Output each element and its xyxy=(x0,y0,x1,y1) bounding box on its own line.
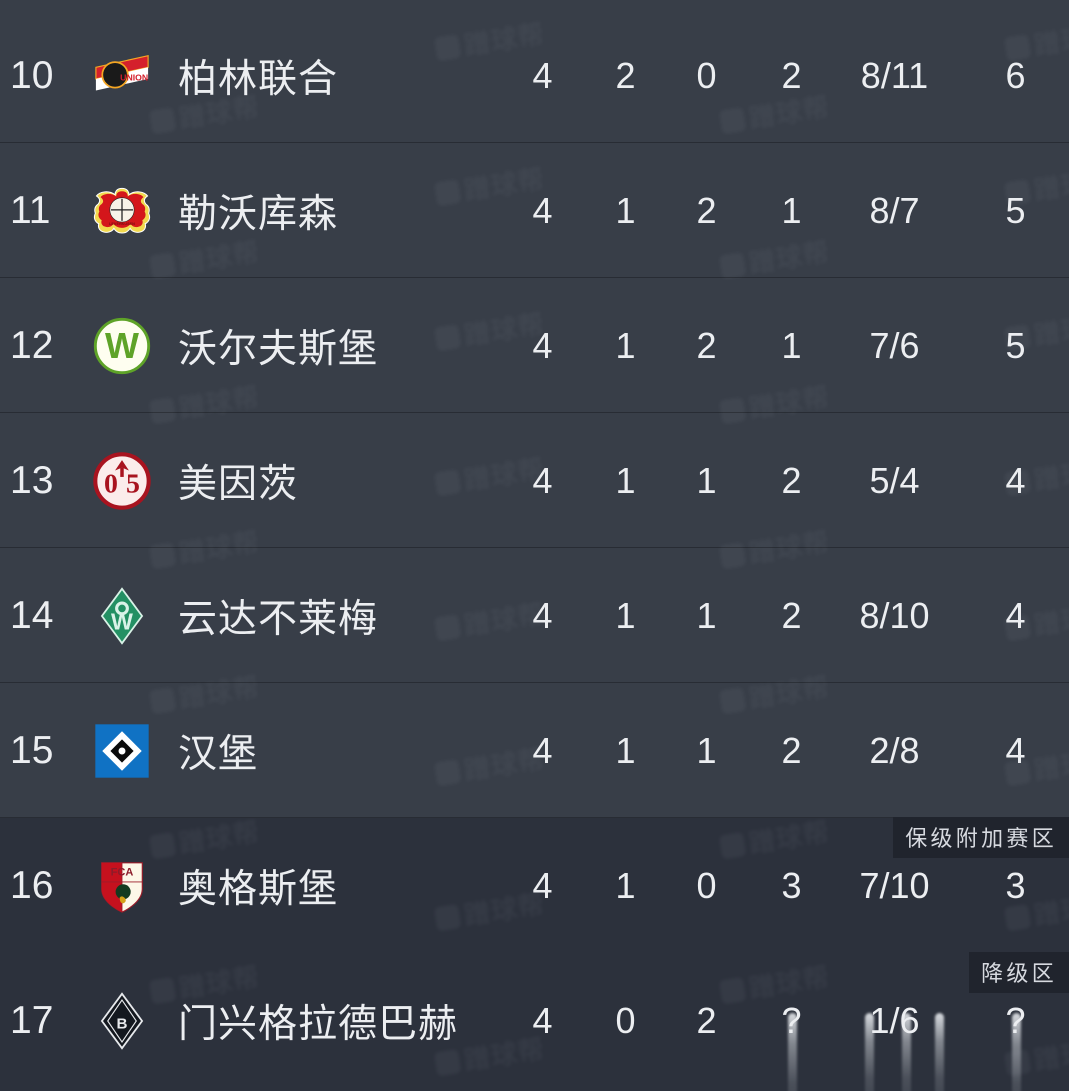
svg-text:W: W xyxy=(105,325,139,366)
svg-text:FCA: FCA xyxy=(111,866,134,878)
svg-text:UNION: UNION xyxy=(120,72,148,82)
svg-text:0: 0 xyxy=(104,468,118,499)
svg-text:LEVERKUSEN: LEVERKUSEN xyxy=(109,221,135,225)
svg-text:5: 5 xyxy=(126,468,140,499)
svg-text:B: B xyxy=(117,1015,128,1032)
